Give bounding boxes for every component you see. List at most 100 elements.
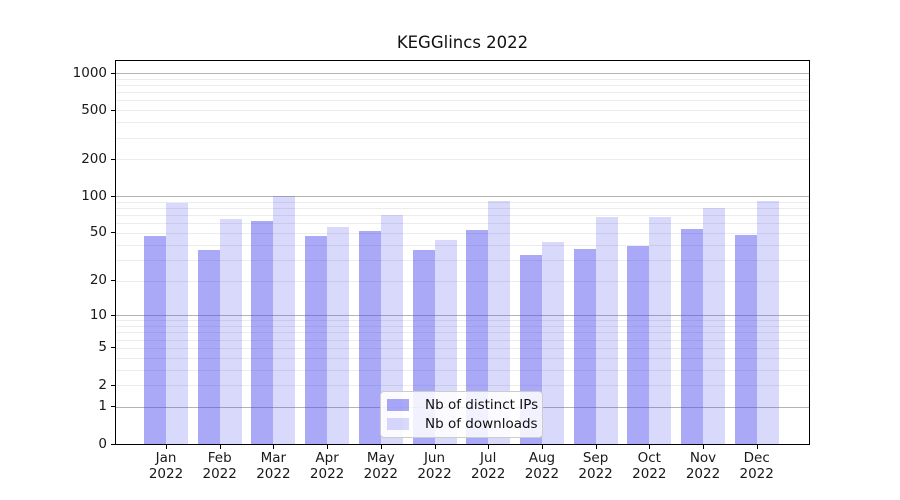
legend-swatch-distinct-ips xyxy=(387,399,409,412)
gridline-minor xyxy=(116,201,809,203)
x-axis-tick-mark xyxy=(756,445,758,449)
x-axis-tick-mark xyxy=(541,445,543,449)
y-axis-tick-mark xyxy=(111,384,115,386)
x-axis-tick-label: Feb 2022 xyxy=(202,450,237,482)
legend-label-distinct-ips: Nb of distinct IPs xyxy=(425,397,539,414)
bar-nb-of-downloads xyxy=(273,196,296,444)
x-axis-tick-mark xyxy=(649,445,651,449)
x-axis-tick-mark xyxy=(327,445,329,449)
gridline-minor xyxy=(116,244,809,246)
gridline-major xyxy=(116,315,809,317)
x-axis-tick-label: Nov 2022 xyxy=(685,450,721,482)
legend-label-downloads: Nb of downloads xyxy=(425,415,538,432)
plot-area xyxy=(115,60,810,445)
gridline-minor xyxy=(116,332,809,334)
y-axis-tick-label: 200 xyxy=(81,150,107,167)
gridline-major xyxy=(116,73,809,74)
gridline-major xyxy=(116,196,809,198)
x-axis-tick-mark xyxy=(273,445,275,449)
x-axis-tick-label: May 2022 xyxy=(363,450,398,482)
gridline-minor xyxy=(116,259,809,261)
bar-nb-of-downloads xyxy=(380,215,403,444)
gridline-minor xyxy=(116,208,809,209)
y-axis-tick-mark xyxy=(111,406,115,408)
bar-nb-of-distinct-ips xyxy=(358,230,381,444)
gridline-minor xyxy=(116,385,809,386)
gridline-minor xyxy=(116,110,809,112)
bar-nb-of-downloads xyxy=(488,201,511,444)
x-axis-tick-mark xyxy=(595,445,597,449)
y-axis-tick-mark xyxy=(111,280,115,281)
y-axis-tick-mark xyxy=(111,443,115,445)
bar-nb-of-distinct-ips xyxy=(305,236,328,444)
gridline-minor xyxy=(116,326,809,327)
gridline-minor xyxy=(116,78,809,80)
y-axis-tick-label: 100 xyxy=(81,187,107,204)
y-axis-tick-mark xyxy=(111,347,115,349)
x-axis-tick-label: Mar 2022 xyxy=(256,450,291,482)
y-axis-tick-label: 1000 xyxy=(72,64,107,81)
gridline-minor xyxy=(116,280,809,282)
x-axis-tick-label: Aug 2022 xyxy=(524,450,560,482)
y-axis-tick-label: 1 xyxy=(98,398,107,415)
y-axis-tick-label: 50 xyxy=(89,224,107,241)
x-axis-tick-mark xyxy=(219,445,221,449)
bar-nb-of-distinct-ips xyxy=(573,248,596,444)
bar-nb-of-downloads xyxy=(327,226,350,444)
bar-nb-of-downloads xyxy=(219,219,242,444)
legend: Nb of distinct IPs Nb of downloads xyxy=(380,391,543,438)
y-axis-tick-mark xyxy=(111,72,115,74)
bar-nb-of-distinct-ips xyxy=(144,236,166,444)
gridline-minor xyxy=(116,232,809,234)
bar-layer xyxy=(116,61,809,444)
gridline-minor xyxy=(116,215,809,217)
bar-nb-of-distinct-ips xyxy=(251,220,274,444)
y-axis-tick-label: 20 xyxy=(89,272,107,288)
x-axis-tick-mark xyxy=(166,445,167,449)
y-axis-tick-label: 5 xyxy=(98,339,107,356)
gridline-minor xyxy=(116,320,809,322)
x-axis-tick-label: Dec 2022 xyxy=(739,450,774,482)
legend-entry-distinct-ips: Nb of distinct IPs xyxy=(387,397,538,413)
x-axis-tick-label: Oct 2022 xyxy=(632,450,667,482)
bar-nb-of-downloads xyxy=(541,242,564,444)
bar-nb-of-distinct-ips xyxy=(734,235,757,444)
y-axis-tick-mark xyxy=(111,109,115,111)
gridline-minor xyxy=(116,339,809,341)
legend-entry-downloads: Nb of downloads xyxy=(387,416,538,432)
gridline-minor xyxy=(116,347,809,349)
y-axis-tick-label: 0 xyxy=(98,435,107,452)
bar-nb-of-downloads xyxy=(595,217,618,444)
gridline-layer xyxy=(116,61,809,444)
x-axis-tick-label: Jan 2022 xyxy=(148,450,184,482)
gridline-minor xyxy=(116,84,809,86)
x-axis-tick-mark xyxy=(380,445,382,449)
y-axis-tick-mark xyxy=(111,195,115,197)
gridline-minor xyxy=(116,137,809,139)
gridline-minor xyxy=(116,223,809,225)
y-axis-tick-mark xyxy=(111,232,115,234)
bar-nb-of-distinct-ips xyxy=(466,229,489,444)
y-axis-tick-label: 500 xyxy=(81,101,107,118)
y-axis-tick-mark xyxy=(111,158,115,160)
bar-nb-of-downloads xyxy=(703,208,725,444)
x-axis-tick-label: Sep 2022 xyxy=(578,450,613,482)
bar-nb-of-distinct-ips xyxy=(681,228,703,444)
x-axis-tick-label: Apr 2022 xyxy=(309,450,345,482)
x-axis-tick-label: Jun 2022 xyxy=(417,450,452,482)
bar-nb-of-downloads xyxy=(166,202,188,444)
x-axis-tick-label: Jul 2022 xyxy=(471,450,506,482)
gridline-minor xyxy=(116,357,809,359)
gridline-minor xyxy=(116,122,809,124)
y-axis-tick-mark xyxy=(111,314,115,316)
y-axis-tick-label: 2 xyxy=(98,376,107,393)
x-axis-tick-mark xyxy=(488,445,490,449)
gridline-minor xyxy=(116,92,809,94)
legend-swatch-downloads xyxy=(387,417,409,430)
bar-nb-of-downloads xyxy=(649,217,672,444)
chart-title: KEGGlincs 2022 xyxy=(396,33,529,52)
gridline-minor xyxy=(116,369,809,371)
gridline-minor xyxy=(116,100,809,102)
gridline-minor xyxy=(116,159,809,161)
